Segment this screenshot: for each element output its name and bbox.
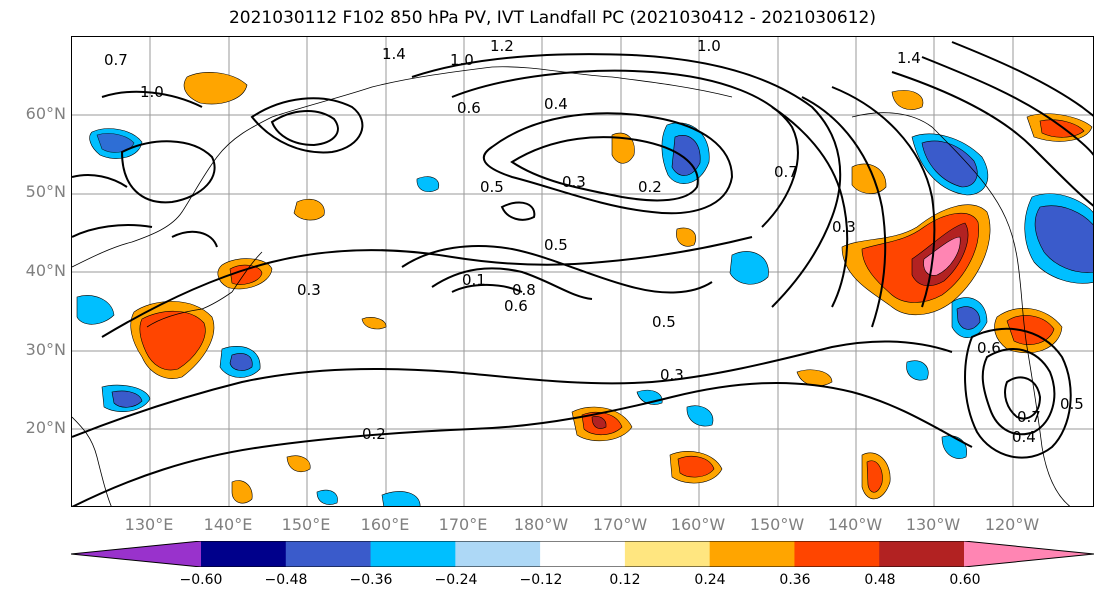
colorbar-segment — [455, 541, 541, 567]
contour-label: 0.3 — [562, 173, 586, 191]
contour-label: 1.4 — [382, 45, 406, 63]
contour-label: 0.3 — [297, 281, 321, 299]
colorbar — [71, 541, 1094, 567]
contour-labels: 0.7 1.0 1.4 1.0 1.2 1.0 1.4 0.6 0.4 0.2 … — [104, 37, 1084, 446]
colorbar-tick-label: −0.48 — [264, 572, 308, 588]
colorbar-tick-label: 0.60 — [949, 572, 981, 588]
anomaly-shading — [76, 72, 1093, 506]
contour-label: 1.0 — [450, 51, 474, 69]
contour-label: 0.6 — [977, 339, 1001, 357]
colorbar-segment — [370, 541, 456, 567]
lon-label-140e: 140°E — [203, 515, 253, 534]
coastlines — [72, 66, 1071, 506]
map-canvas: 0.7 1.0 1.4 1.0 1.2 1.0 1.4 0.6 0.4 0.2 … — [72, 37, 1093, 506]
contour-label: 0.6 — [504, 297, 528, 315]
colorbar-segments — [201, 541, 965, 567]
lon-label-160e: 160°E — [360, 515, 410, 534]
contour-label: 0.8 — [512, 281, 536, 299]
colorbar-segment — [879, 541, 965, 567]
colorbar-segment — [540, 541, 626, 567]
colorbar-segment — [201, 541, 287, 567]
contour-label: 0.2 — [362, 425, 386, 443]
contour-label: 1.4 — [897, 49, 921, 67]
contour-label: 0.4 — [1012, 428, 1036, 446]
map-title: 2021030112 F102 850 hPa PV, IVT Landfall… — [228, 8, 876, 28]
lon-label-170e: 170°E — [438, 515, 488, 534]
colorbar-segment — [624, 541, 711, 567]
colorbar-segment — [285, 541, 372, 567]
colorbar-tick-label: 0.48 — [864, 572, 896, 588]
contour-label: 0.7 — [104, 51, 128, 69]
lon-label-120w: 120°W — [984, 515, 1040, 534]
pv-contours — [72, 41, 1093, 506]
lat-label-40n: 40°N — [25, 261, 66, 280]
colorbar-tick-label: 0.36 — [779, 572, 811, 588]
colorbar-right-extend-arrow — [964, 541, 1094, 567]
contour-label: 0.7 — [1017, 408, 1041, 426]
lon-label-160w: 160°W — [670, 515, 726, 534]
lon-label-170w: 170°W — [592, 515, 648, 534]
contour-label: 0.5 — [652, 313, 676, 331]
contour-label: 0.6 — [457, 99, 481, 117]
contour-label: 0.5 — [1060, 395, 1084, 413]
contour-label: 1.2 — [490, 37, 514, 55]
lat-label-50n: 50°N — [25, 182, 66, 201]
contour-label: 0.3 — [832, 218, 856, 236]
lon-label-180w: 180°W — [513, 515, 569, 534]
colorbar-tick-label: −0.36 — [349, 572, 393, 588]
lon-label-150e: 150°E — [281, 515, 331, 534]
contour-label: 0.5 — [480, 178, 504, 196]
colorbar-left-extend-arrow — [71, 541, 201, 567]
colorbar-tick-label: 0.12 — [609, 572, 641, 588]
map-panel: 0.7 1.0 1.4 1.0 1.2 1.0 1.4 0.6 0.4 0.2 … — [71, 36, 1094, 507]
contour-label: 1.0 — [697, 37, 721, 55]
colorbar-segment — [794, 541, 880, 567]
contour-label: 0.5 — [544, 236, 568, 254]
contour-label: 0.7 — [774, 163, 798, 181]
lon-label-130w: 130°W — [905, 515, 961, 534]
lon-label-150w: 150°W — [749, 515, 805, 534]
colorbar-tick-label: −0.24 — [434, 572, 478, 588]
lat-label-60n: 60°N — [25, 104, 66, 123]
lat-label-20n: 20°N — [25, 418, 66, 437]
lon-label-140w: 140°W — [827, 515, 883, 534]
contour-label: 0.4 — [544, 95, 568, 113]
colorbar-tick-label: 0.24 — [694, 572, 726, 588]
colorbar-tick-label: −0.60 — [179, 572, 223, 588]
colorbar-tick-label: −0.12 — [519, 572, 563, 588]
contour-label: 0.1 — [462, 271, 486, 289]
contour-label: 0.2 — [638, 178, 662, 196]
contour-label: 1.0 — [140, 83, 164, 101]
colorbar-segment — [709, 541, 795, 567]
lat-label-30n: 30°N — [25, 340, 66, 359]
lon-label-130e: 130°E — [124, 515, 174, 534]
contour-label: 0.3 — [660, 366, 684, 384]
